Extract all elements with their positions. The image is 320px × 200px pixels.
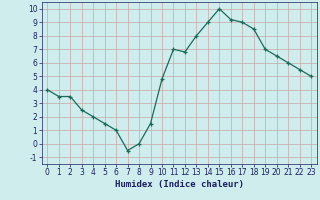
- X-axis label: Humidex (Indice chaleur): Humidex (Indice chaleur): [115, 180, 244, 189]
